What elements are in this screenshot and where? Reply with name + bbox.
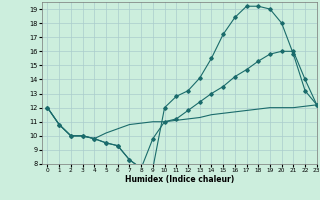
X-axis label: Humidex (Indice chaleur): Humidex (Indice chaleur) — [124, 175, 234, 184]
